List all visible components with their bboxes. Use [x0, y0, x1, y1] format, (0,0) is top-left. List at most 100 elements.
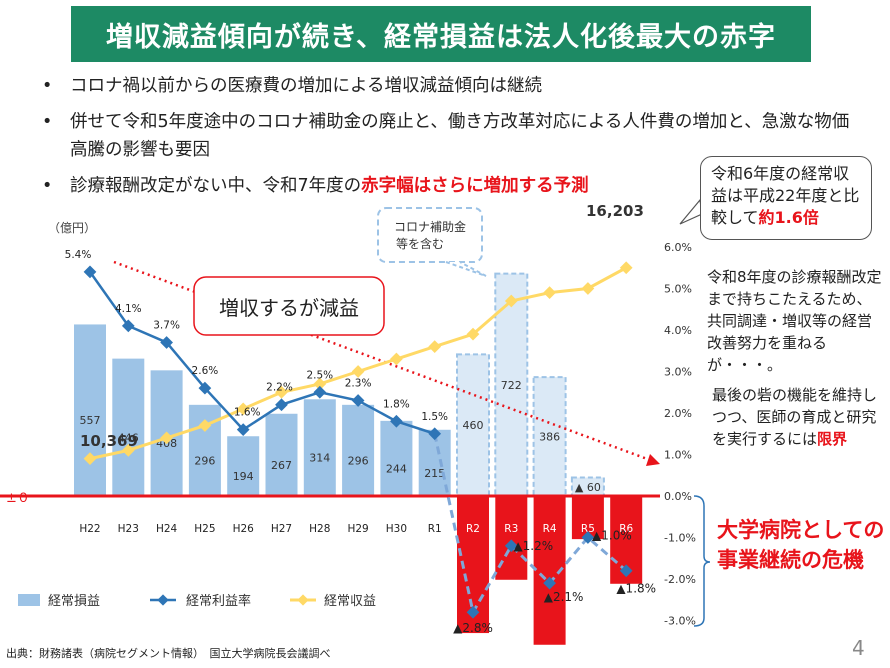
bar-value-label: 314 — [309, 452, 330, 465]
callout-highlight: 約1.6倍 — [758, 208, 819, 227]
bullet-item: • 併せて令和5年度途中のコロナ補助金の廃止と、働き方改革対応による人件費の増加… — [40, 108, 880, 164]
rate-label: 3.7% — [153, 319, 180, 331]
revenue-point — [160, 431, 173, 445]
bullet-item: • 診療報酬改定がない中、令和7年度の赤字幅はさらに増加する予測 — [40, 172, 880, 200]
subsidy-bar — [456, 353, 490, 497]
legend-label: 経常利益率 — [186, 593, 251, 609]
revenue-point — [236, 402, 250, 416]
revenue-point — [275, 385, 288, 399]
bar-value-label: 215 — [424, 467, 445, 480]
bar — [188, 404, 221, 496]
brace — [693, 495, 711, 627]
bar — [342, 404, 375, 496]
side-note: 令和8年度の診療報酬改定まで持ちこたえるため、共同調達・増収等の経営改善努力を重… — [707, 268, 882, 374]
bar — [303, 399, 336, 496]
rate-point — [236, 423, 250, 436]
rate-label: ▲2.8% — [453, 621, 493, 635]
source-note: 出典：財務諸表（病院セグメント情報） 国立大学病院長会議調べ — [6, 647, 331, 660]
subsidy-bar — [494, 272, 529, 497]
revenue-end-label: 16,203 — [586, 202, 644, 220]
bar-value-label: 267 — [271, 459, 292, 472]
legend-swatch-profit — [18, 594, 40, 606]
rate-point — [313, 385, 327, 399]
subsidy-bar-label: 386 — [539, 431, 560, 444]
bullet-text: 診療報酬改定がない中、令和7年度の — [70, 176, 362, 196]
rate-label: 1.8% — [383, 398, 410, 410]
bar-value-label: 194 — [233, 470, 254, 483]
bullet-marker: • — [42, 176, 53, 196]
y2-tick-label: 0.0% — [664, 490, 692, 503]
rate-point — [160, 336, 173, 349]
bar — [227, 436, 260, 496]
x-tick-label: H26 — [233, 523, 255, 535]
revenue-point — [428, 340, 442, 353]
y-axis-unit: （億円） — [48, 221, 96, 235]
zero-label: ±０ — [6, 491, 30, 506]
x-tick-label: H23 — [118, 523, 139, 535]
x-tick-label: H22 — [79, 523, 100, 535]
legend-marker-rate — [157, 594, 169, 606]
page-title: 増収減益傾向が続き、経常損益は法人化後最大の赤字 — [71, 6, 811, 62]
y2-tick-label: 2.0% — [664, 407, 692, 420]
rate-label: ▲1.2% — [513, 539, 553, 553]
legend-label: 経常損益 — [48, 594, 100, 609]
rate-label: ▲2.1% — [544, 590, 584, 604]
subsidy-callout-pointer — [445, 261, 487, 277]
bullet-text: 高騰の影響も要因 — [70, 140, 210, 160]
legend-marker-revenue — [297, 594, 309, 606]
bullet-list: • コロナ禍以前からの医療費の増加による増収減益傾向は継続 • 併せて令和5年度… — [40, 72, 880, 208]
bar-value-label: 296 — [348, 454, 369, 467]
revenue-point — [581, 282, 595, 295]
page-number: 4 — [852, 636, 865, 660]
bar-value-label: 557 — [80, 414, 101, 427]
side-note-text: 最後の砦の機能を維持しつつ、医師の育成と研究を実行するには — [712, 386, 878, 448]
revenue-callout: 令和6年度の経常収益は平成22年度と比較して約1.6倍 — [700, 156, 872, 240]
crisis-message: 大学病院としての事業継続の危機 — [717, 518, 885, 572]
revenue-point — [313, 377, 327, 391]
y2-tick-label: 1.0% — [664, 449, 692, 462]
subsidy-callout-box — [377, 207, 483, 263]
x-tick-label: H25 — [194, 523, 215, 535]
bar — [112, 358, 145, 496]
rate-label: ▲1.8% — [616, 582, 656, 596]
y2-tick-label: 4.0% — [664, 324, 692, 337]
y2-tick-label: 6.0% — [664, 241, 692, 254]
rate-line — [88, 271, 436, 435]
x-tick-label: R2 — [466, 523, 480, 535]
rate-point — [83, 265, 97, 279]
legend-label: 経常収益 — [324, 594, 376, 609]
y2-tick-label: -2.0% — [664, 573, 696, 586]
y2-tick-label: -1.0% — [664, 532, 696, 545]
revenue-point — [83, 452, 97, 466]
bullet-item: • コロナ禍以前からの医療費の増加による増収減益傾向は継続 — [40, 72, 880, 100]
revenue-point — [390, 352, 403, 366]
x-tick-label: H27 — [271, 523, 292, 535]
rate-label: ▲1.0% — [592, 529, 632, 543]
rate-label: 2.3% — [345, 378, 372, 390]
rate-point — [390, 414, 403, 428]
x-tick-label: H29 — [347, 523, 368, 535]
y2-tick-label: -3.0% — [664, 615, 696, 628]
subsidy-callout-text: 等を含む — [396, 236, 444, 251]
subsidy-bar-label: ▲ 60 — [575, 481, 601, 494]
rate-label: 1.6% — [234, 407, 261, 419]
x-tick-label: R6 — [619, 523, 633, 535]
bar — [380, 420, 413, 496]
rate-point — [121, 319, 135, 333]
subsidy-bar — [532, 376, 567, 497]
subsidy-callout-text: コロナ補助金 — [394, 219, 466, 234]
income-callout-box — [193, 276, 385, 336]
rate-label: 1.5% — [421, 411, 448, 423]
rate-label: 2.2% — [266, 382, 293, 394]
bar-value-label: 244 — [386, 462, 407, 475]
rate-label: 2.5% — [306, 369, 333, 381]
revenue-point — [351, 365, 365, 378]
revenue-point — [198, 419, 212, 432]
y2-tick-label: 3.0% — [664, 366, 692, 379]
bar — [74, 324, 106, 496]
x-tick-label: R5 — [581, 523, 595, 535]
y2-tick-label: 5.0% — [664, 283, 692, 296]
x-tick-label: H28 — [309, 523, 330, 535]
bullet-marker: • — [42, 112, 53, 132]
